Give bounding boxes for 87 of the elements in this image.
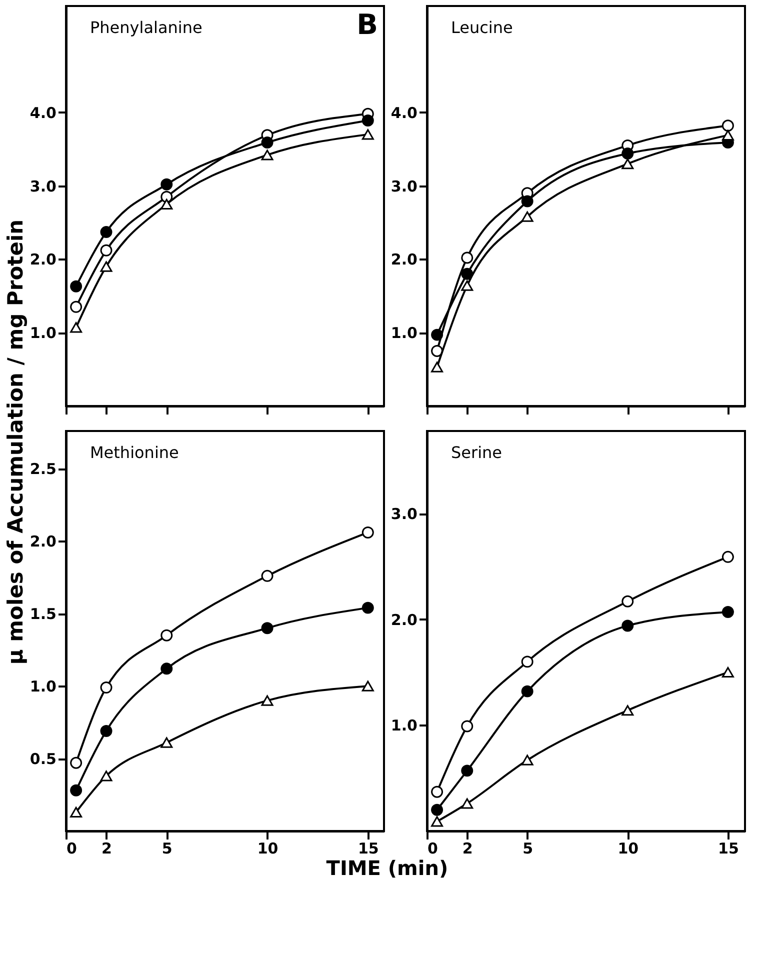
y-tick-label: 4.0 [30,104,56,122]
point [431,816,444,827]
point [622,148,634,160]
point [70,806,82,818]
y-tick-label: 2.0 [390,250,418,269]
point [160,198,173,210]
point [100,244,112,256]
x-tick-label: 2 [462,840,473,858]
text: Methionine [90,443,179,462]
point [521,656,534,668]
y-tick-label: 0.5 [30,750,56,768]
point [100,261,112,272]
point [160,662,173,675]
point [722,606,734,618]
point [461,280,474,291]
x-tick-label: 10 [618,840,639,858]
point [431,362,444,372]
y-tick-label: 2.5 [30,460,56,478]
point [521,195,534,208]
point [362,680,374,692]
point [521,211,534,222]
y-tick-label: 1.0 [390,716,418,735]
y-tick-label: 3.0 [390,505,418,524]
x-tick-label: 5 [522,840,534,858]
point [160,737,173,748]
point [261,150,274,160]
point [100,725,112,737]
y-tick-label: 1.0 [30,324,56,342]
point [461,764,474,777]
point [722,550,734,563]
point [722,666,734,678]
point [261,695,274,706]
y-tick-label: 1.5 [30,605,56,624]
point [521,754,534,766]
point [622,705,634,716]
x-tick-label: 5 [162,840,172,858]
point [70,784,82,796]
point [70,300,82,313]
point [160,629,173,642]
y-tick-label: 3.0 [30,177,56,196]
y-tick-label: 1.0 [30,678,56,696]
text: Serine [451,443,502,462]
point [362,602,374,614]
point [362,526,374,538]
point [461,720,474,732]
point [160,178,173,190]
annotation: B [356,8,378,41]
point [622,620,634,632]
point [100,770,112,782]
y-tick-label: 1.0 [390,324,418,342]
point [431,804,444,816]
x-tick-label: 15 [358,840,379,858]
point [100,682,112,694]
x-tick-label: 0 [66,840,77,858]
text: Phenylalanine [90,18,202,37]
y-tick-label: 2.0 [30,250,56,269]
point [261,622,274,634]
x-tick-label: 0 [428,840,438,858]
point [70,322,82,333]
point [70,280,82,292]
text: Leucine [451,18,513,37]
point [461,798,474,809]
x-axis-title: TIME (min) [326,856,448,880]
x-tick-label: 15 [718,840,739,858]
y-axis-title: μ moles of Accumulation / mg Protein [3,219,28,665]
point [431,786,444,798]
point [461,268,474,280]
point [622,595,634,608]
point [722,130,734,140]
point [261,136,274,148]
point [70,756,82,769]
x-tick-label: 10 [257,840,278,858]
y-tick-label: 3.0 [390,177,418,196]
point [722,120,734,132]
point [431,344,444,357]
point [521,685,534,698]
point [431,328,444,341]
y-tick-label: 4.0 [390,104,418,122]
point [261,570,274,582]
point [461,252,474,264]
point [362,129,374,140]
y-tick-label: 2.0 [30,532,56,551]
y-tick-label: 2.0 [390,610,418,629]
point [362,114,374,126]
point [622,158,634,170]
x-tick-label: 2 [102,840,112,858]
point [100,226,112,238]
